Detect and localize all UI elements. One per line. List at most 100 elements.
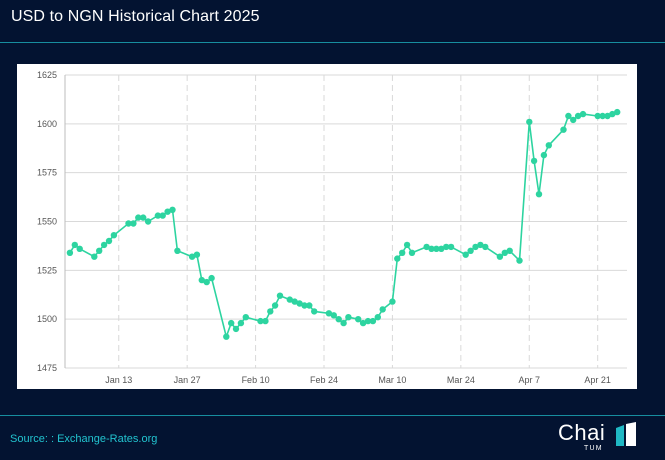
data-point <box>125 220 132 227</box>
data-point <box>335 316 342 323</box>
data-point <box>530 157 538 165</box>
data-point <box>223 333 230 340</box>
data-point <box>188 253 196 260</box>
data-point <box>496 253 504 260</box>
y-tick-label: 1525 <box>37 265 57 275</box>
data-point <box>472 243 479 251</box>
x-tick-label: Feb 24 <box>310 375 338 385</box>
data-point <box>604 112 611 120</box>
data-point <box>296 300 303 307</box>
data-point <box>408 249 416 256</box>
y-tick-label: 1575 <box>37 168 57 178</box>
x-tick-label: Apr 21 <box>584 375 611 385</box>
footer-divider <box>0 415 665 416</box>
y-tick-label: 1500 <box>37 314 57 324</box>
series-layer <box>66 108 621 340</box>
data-point <box>144 218 152 225</box>
data-point <box>482 243 489 251</box>
data-point <box>394 255 401 262</box>
data-point <box>193 251 201 258</box>
data-point <box>560 126 567 133</box>
x-tick-label: Jan 13 <box>105 375 132 385</box>
data-point <box>403 241 411 249</box>
source-caption: Source: : Exchange-Rates.org <box>10 433 158 445</box>
data-point <box>267 308 274 315</box>
x-tick-label: Feb 10 <box>242 375 270 385</box>
data-point <box>242 314 249 321</box>
data-point <box>359 319 367 327</box>
data-point <box>501 249 508 256</box>
brand-mark-icon <box>616 422 636 446</box>
data-point <box>594 112 601 120</box>
data-point <box>130 220 137 227</box>
axis-layer: 1475 1500 1525 1550 1575 1600 1625 Jan 13 Jan 27… <box>37 70 611 385</box>
data-point <box>340 319 347 327</box>
data-point <box>467 247 474 254</box>
data-point <box>443 243 450 251</box>
data-point <box>516 257 523 264</box>
data-point <box>100 241 108 249</box>
data-point <box>276 292 284 299</box>
data-point <box>438 245 445 252</box>
x-tick-label: Jan 27 <box>174 375 201 385</box>
x-tick-label: Mar 24 <box>447 375 475 385</box>
data-point <box>477 241 484 249</box>
chart-panel: 1475 1500 1525 1550 1575 1600 1625 Jan 13 Jan 27… <box>17 64 637 389</box>
data-point <box>135 214 142 221</box>
data-point <box>579 110 587 118</box>
data-point <box>526 118 533 126</box>
data-point <box>169 206 176 213</box>
data-point <box>330 312 337 319</box>
y-tick-label: 1600 <box>37 119 57 129</box>
y-tick-label: 1550 <box>37 217 57 227</box>
x-tick-label: Apr 7 <box>519 375 541 385</box>
series-line <box>69 111 618 338</box>
data-point <box>355 316 362 323</box>
data-point <box>311 308 318 315</box>
data-point <box>262 317 269 325</box>
y-tick-label: 1475 <box>37 363 57 373</box>
data-point <box>291 298 298 305</box>
data-point <box>379 306 386 313</box>
grid-layer <box>65 74 627 369</box>
chart-title: USD to NGN Historical Chart 2025 <box>11 8 260 25</box>
data-point <box>159 212 166 219</box>
data-point <box>540 151 548 159</box>
data-point <box>96 247 103 254</box>
data-point <box>237 319 245 327</box>
data-point <box>174 247 181 254</box>
data-point <box>428 245 435 252</box>
data-point <box>614 108 621 116</box>
data-point <box>364 317 372 325</box>
data-point <box>76 245 83 252</box>
data-point <box>462 251 469 258</box>
brand-logo: Chai TUM <box>558 418 648 456</box>
data-point <box>609 110 616 118</box>
data-point <box>325 310 333 317</box>
x-tick-label: Mar 10 <box>378 375 406 385</box>
data-point <box>91 253 98 260</box>
data-point <box>369 317 377 325</box>
data-point <box>164 208 171 215</box>
data-point <box>399 249 406 256</box>
data-point <box>423 243 430 251</box>
brand-wordmark: Chai <box>558 420 606 445</box>
data-point <box>198 276 205 284</box>
data-point <box>306 302 313 309</box>
data-point <box>599 112 606 120</box>
data-point <box>71 241 78 249</box>
data-point <box>105 237 113 245</box>
data-point <box>301 302 308 309</box>
data-point <box>140 214 147 221</box>
line-chart: 1475 1500 1525 1550 1575 1600 1625 Jan 13 Jan 27… <box>37 70 627 385</box>
brand-subtext: TUM <box>584 445 603 452</box>
data-point <box>433 245 440 252</box>
data-point <box>154 212 162 219</box>
data-point <box>545 142 552 149</box>
data-point <box>66 249 74 256</box>
data-point <box>345 314 352 321</box>
data-point <box>271 302 279 309</box>
data-point <box>286 296 293 303</box>
data-point <box>257 317 264 325</box>
data-point <box>208 274 215 282</box>
